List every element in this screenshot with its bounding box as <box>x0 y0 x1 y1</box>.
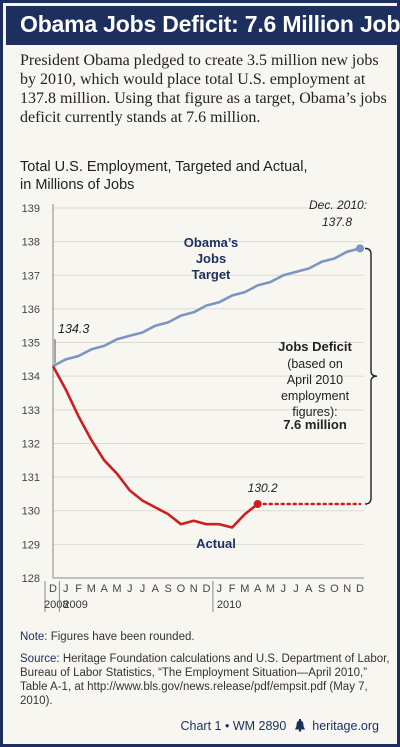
x-tick-label: J <box>140 583 146 595</box>
y-tick-label: 133 <box>22 405 40 417</box>
deficit-note-line: employment <box>281 389 350 403</box>
deficit-value: 7.6 million <box>283 417 347 432</box>
footer-site: heritage.org <box>312 719 379 733</box>
gridlines <box>53 207 364 579</box>
liberty-bell-icon <box>294 719 305 732</box>
source-label: Source: <box>20 653 60 665</box>
target-series-label: Target <box>192 267 231 282</box>
actual-end-point <box>253 500 262 508</box>
x-tick-label: F <box>229 583 236 595</box>
actual-value-label: 130.2 <box>248 481 278 495</box>
note: Note: Figures have been rounded. <box>20 631 195 643</box>
x-tick-label: A <box>100 583 108 595</box>
x-tick-label: D <box>203 583 211 595</box>
chart-title-line-2: in Millions of Jobs <box>20 177 135 193</box>
x-tick-label: O <box>330 583 339 595</box>
y-tick-label: 137 <box>22 270 40 282</box>
x-tick-label: S <box>318 583 325 595</box>
chart-series <box>51 244 364 529</box>
deficit-brace <box>364 247 378 505</box>
x-tick-label: O <box>177 583 186 595</box>
year-label: 2009 <box>63 599 87 611</box>
end-value-label: 137.8 <box>322 215 352 229</box>
year-label: 2008 <box>44 599 68 611</box>
target-series-label: Obama’s <box>184 235 238 250</box>
x-tick-label: J <box>217 583 223 595</box>
x-tick-label: J <box>281 583 287 595</box>
y-tick-label: 132 <box>22 438 40 450</box>
y-tick-label: 138 <box>22 237 40 249</box>
y-tick-label: 128 <box>22 573 40 585</box>
x-tick-label: N <box>190 583 198 595</box>
y-tick-label: 135 <box>22 338 40 350</box>
chart-title: Total U.S. Employment, Targeted and Actu… <box>20 158 380 194</box>
deficit-note-line: figures): <box>292 405 337 419</box>
x-tick-label: A <box>254 583 262 595</box>
deficit-note-line: April 2010 <box>287 373 343 387</box>
x-tick-label: M <box>112 583 121 595</box>
x-tick-label: D <box>356 583 364 595</box>
note-text: Figures have been rounded. <box>50 631 195 643</box>
chart-title-line-1: Total U.S. Employment, Targeted and Actu… <box>20 159 308 175</box>
x-tick-label: J <box>127 583 133 595</box>
target-series-label: Jobs <box>196 251 226 266</box>
x-tick-label: M <box>240 583 249 595</box>
x-tick-label: M <box>87 583 96 595</box>
x-tick-label: A <box>152 583 160 595</box>
note-label: Note: <box>20 631 48 643</box>
y-tick-label: 131 <box>22 472 40 484</box>
footer: Chart 1 • WM 2890 heritage.org <box>180 719 379 733</box>
x-tick-label: A <box>305 583 313 595</box>
x-tick-label: N <box>343 583 351 595</box>
footer-chart-id: Chart 1 • WM 2890 <box>180 719 287 733</box>
year-label: 2010 <box>217 599 241 611</box>
end-date-label: Dec. 2010: <box>309 198 367 212</box>
source: Source: Heritage Foundation calculations… <box>20 652 390 708</box>
y-tick-label: 136 <box>22 304 40 316</box>
page-title: Obama Jobs Deficit: 7.6 Million Jobs <box>20 11 400 37</box>
actual-series-line <box>51 365 259 529</box>
x-tick-label: J <box>293 583 299 595</box>
x-tick-label: S <box>164 583 171 595</box>
target-end-point <box>356 244 364 253</box>
x-tick-label: F <box>75 583 82 595</box>
x-tick-label: M <box>266 583 275 595</box>
start-value-label: 134.3 <box>58 322 89 336</box>
deficit-title: Jobs Deficit <box>278 339 352 354</box>
y-tick-label: 139 <box>22 203 40 215</box>
x-tick-label: D <box>49 583 57 595</box>
deficit-note-line: (based on <box>287 357 343 371</box>
target-series-line <box>52 247 361 368</box>
chart-axes <box>52 204 364 579</box>
chart-annotations: 134.3 Dec. 2010: 137.8 130.2 Obama’sJobsTarg… <box>54 198 378 551</box>
x-tick-label: J <box>63 583 69 595</box>
y-axis-labels: 128 129 130 131 132 133 134 135 136 137 138 139 <box>22 203 40 585</box>
intro-paragraph: President Obama pledged to create 3.5 mi… <box>20 52 387 126</box>
y-tick-label: 134 <box>22 371 40 383</box>
title-bar: Obama Jobs Deficit: 7.6 Million Jobs <box>6 6 400 45</box>
source-text: Heritage Foundation calculations and U.S… <box>20 653 390 707</box>
actual-series-label: Actual <box>196 536 236 551</box>
y-tick-label: 129 <box>22 539 40 551</box>
y-tick-label: 130 <box>22 506 40 518</box>
